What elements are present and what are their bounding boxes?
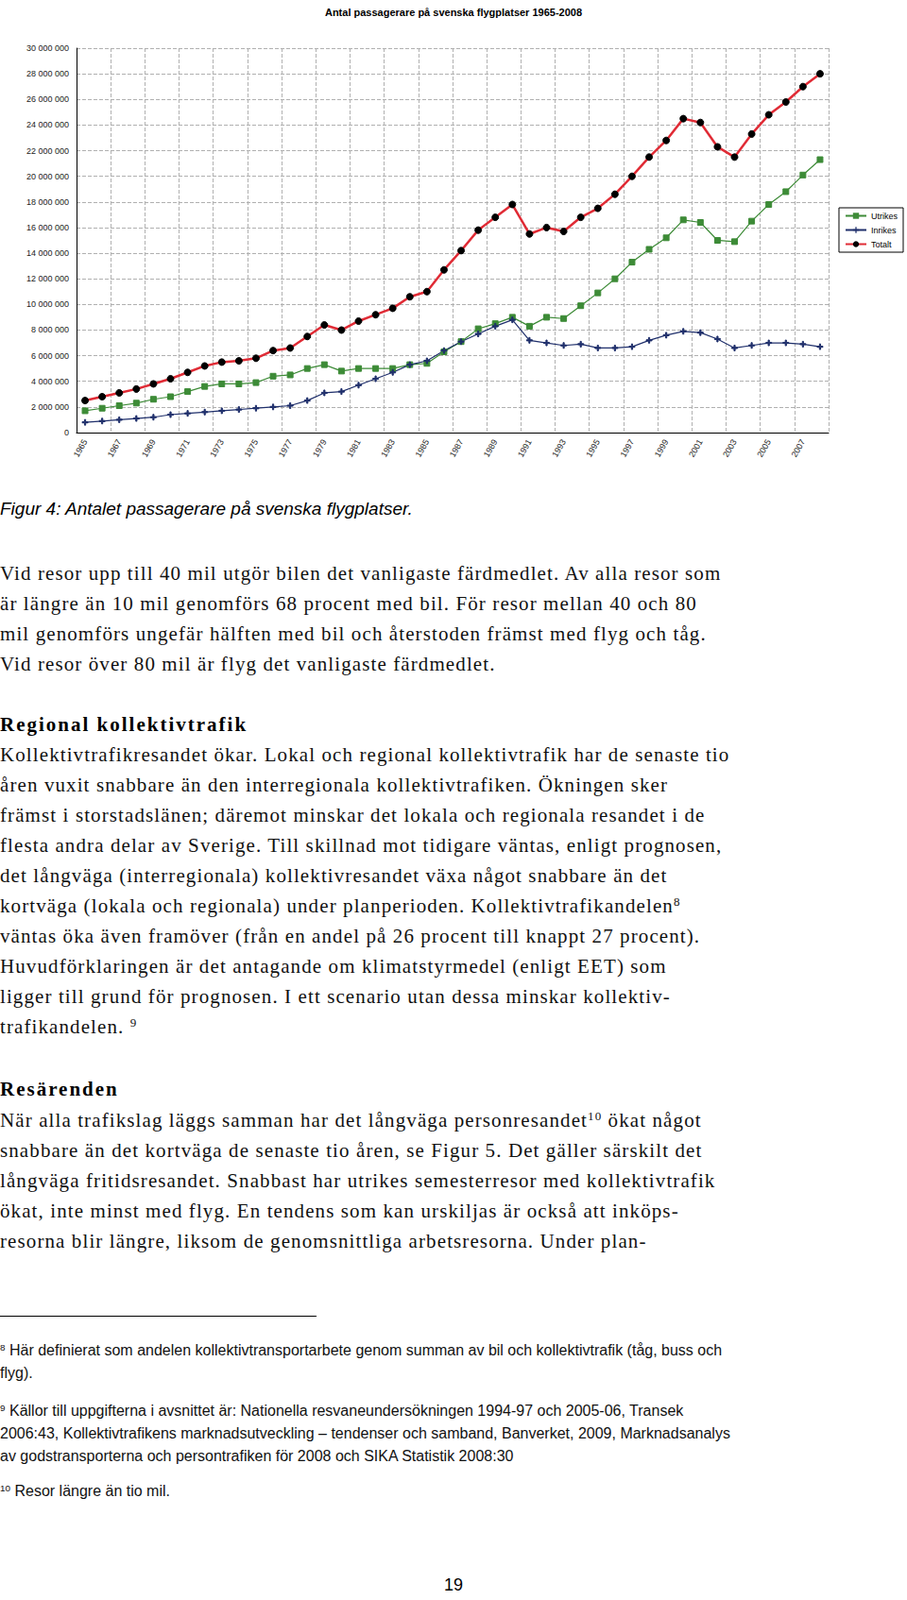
html-text:kortväga (lokala och regionala: kortväga (lokala och regionala) under pl… [0,894,681,918]
svg-text:16 000 000: 16 000 000 [26,222,69,233]
html-text:ökat, inte minst med flyg. En: ökat, inte minst med flyg. En tendens so… [0,1199,680,1223]
svg-text:1987: 1987 [447,437,466,459]
html-text:ligger till grund för prognose: ligger till grund för prognosen. I ett s… [0,985,671,1009]
html-text:8 Här definierat som andelen k: 8 Här definierat som andelen kollektivtr… [0,1342,722,1359]
svg-text:Antal passagerare på svenska f: Antal passagerare på svenska flygplatser… [325,6,582,18]
html-text:Kollektivtrafikresandet ökar.: Kollektivtrafikresandet ökar. Lokal och … [0,743,730,767]
svg-text:24 000 000: 24 000 000 [26,119,69,130]
svg-text:1997: 1997 [618,437,637,459]
svg-text:1991: 1991 [515,437,534,459]
svg-text:1977: 1977 [276,437,295,459]
svg-text:1989: 1989 [481,437,500,459]
svg-text:1973: 1973 [207,437,226,459]
html-text:Regional kollektivtrafik: Regional kollektivtrafik [0,713,248,736]
svg-text:6 000 000: 6 000 000 [31,351,69,361]
html-text:väntas öka även framöver (från: väntas öka även framöver (från en andel … [0,924,701,948]
svg-text:1969: 1969 [139,437,158,459]
svg-text:1999: 1999 [652,437,671,459]
svg-text:Utrikes: Utrikes [871,211,899,222]
html-text:mil genomförs ungefär hälften: mil genomförs ungefär hälften med bil oc… [0,622,707,646]
html-text:flesta andra delar av Sverige.: flesta andra delar av Sverige. Till skil… [0,834,723,857]
svg-text:1995: 1995 [583,437,602,459]
svg-text:1967: 1967 [105,437,124,459]
svg-text:28 000 000: 28 000 000 [26,68,69,79]
html-text:åren vuxit snabbare än den int: åren vuxit snabbare än den interregional… [0,773,669,797]
svg-text:26 000 000: 26 000 000 [26,94,69,104]
svg-text:20 000 000: 20 000 000 [26,171,69,182]
svg-text:2 000 000: 2 000 000 [31,402,69,412]
html-text:19: 19 [444,1575,463,1595]
svg-text:1985: 1985 [413,437,432,459]
html-text:10 Resor längre än tio mil.: 10 Resor längre än tio mil. [0,1482,171,1500]
svg-text:1979: 1979 [310,437,329,459]
svg-text:22 000 000: 22 000 000 [26,146,69,156]
svg-text:Inrikes: Inrikes [871,225,897,236]
html-text:Huvudförklaringen är det antag: Huvudförklaringen är det antagande om kl… [0,955,667,978]
svg-text:8 000 000: 8 000 000 [31,325,69,335]
html-text:snabbare än det kortväga de se: snabbare än det kortväga de senaste tio … [0,1139,703,1163]
html-text:9 Källor till uppgifterna i av: 9 Källor till uppgifterna i avsnittet är… [0,1402,684,1420]
html-text:Vid resor upp till 40 mil utgö: Vid resor upp till 40 mil utgör bilen de… [0,562,722,585]
html-text:Vid resor över 80 mil är flyg: Vid resor över 80 mil är flyg det vanlig… [0,652,496,676]
html-text:Figur 4: Antalet passagerare p: Figur 4: Antalet passagerare på svenska … [0,498,413,519]
html-text:När alla trafikslag läggs samm: När alla trafikslag läggs samman har det… [0,1108,702,1132]
svg-text:1971: 1971 [173,437,192,459]
svg-text:10 000 000: 10 000 000 [26,299,69,309]
svg-text:2007: 2007 [789,437,808,459]
html-text:långväga fritidsresandet. Snab: långväga fritidsresandet. Snabbast har u… [0,1169,716,1193]
html-text:flyg).: flyg). [0,1365,33,1382]
svg-text:12 000 000: 12 000 000 [26,273,69,284]
html-text:främst i storstadslänen; därem: främst i storstadslänen; däremot minskar… [0,804,706,827]
svg-text:2001: 2001 [686,437,705,459]
svg-text:1975: 1975 [242,437,261,459]
svg-text:1981: 1981 [344,437,363,459]
html-text:Resärenden: Resärenden [0,1078,119,1101]
svg-text:Totalt: Totalt [871,239,892,250]
html-text:av godstransporterna och perso: av godstransporterna och persontrafiken … [0,1448,514,1465]
svg-text:2005: 2005 [754,437,773,459]
svg-text:0: 0 [64,427,69,438]
svg-text:1993: 1993 [549,437,568,459]
html-text:det långväga (interregionala): det långväga (interregionala) kollektivr… [0,864,668,888]
svg-text:1965: 1965 [71,437,90,459]
svg-text:14 000 000: 14 000 000 [26,248,69,258]
svg-text:4 000 000: 4 000 000 [31,376,69,387]
html-text:trafikandelen.9: trafikandelen.9 [0,1015,138,1039]
svg-text:1983: 1983 [378,437,397,459]
svg-text:2003: 2003 [720,437,739,459]
svg-text:18 000 000: 18 000 000 [26,197,69,207]
svg-text:30 000 000: 30 000 000 [26,43,69,53]
html-text:2006:43, Kollektivtrafikens ma: 2006:43, Kollektivtrafikens marknadsutve… [0,1425,731,1442]
html-text:resorna blir längre, liksom de: resorna blir längre, liksom de genomsnit… [0,1230,647,1253]
html-text:är längre än 10 mil genomförs: är längre än 10 mil genomförs 68 procent… [0,592,698,616]
